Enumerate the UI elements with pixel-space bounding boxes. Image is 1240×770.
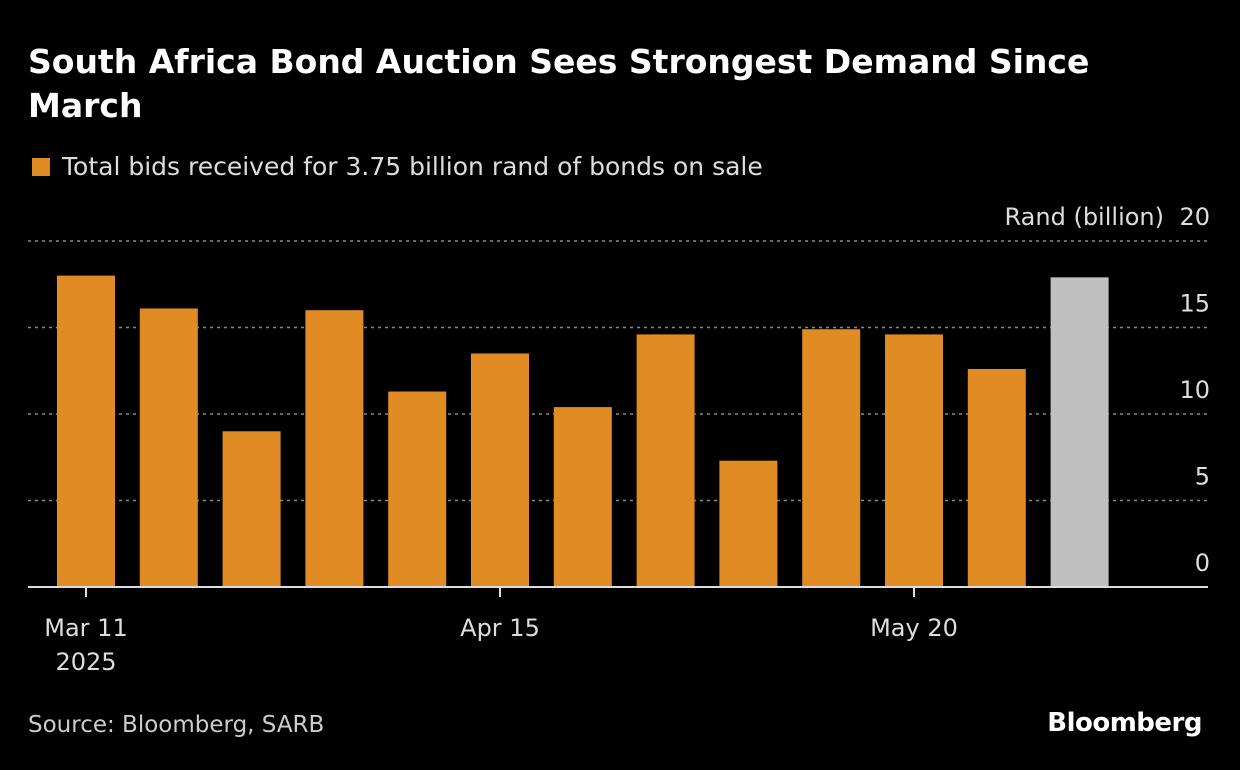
bar	[471, 353, 529, 587]
x-tick-sublabel: 2025	[55, 648, 116, 676]
bar	[553, 407, 612, 587]
bar	[57, 275, 115, 587]
x-tick-label: Mar 11	[44, 614, 127, 642]
bar	[719, 460, 778, 587]
bar	[222, 431, 281, 587]
y-tick-label: 5	[1195, 463, 1210, 491]
y-tick-label: 15	[1179, 290, 1210, 318]
x-tick-label: May 20	[870, 614, 958, 642]
bar	[967, 369, 1026, 587]
bar	[885, 334, 943, 587]
source-note: Source: Bloomberg, SARB	[28, 712, 325, 738]
bar	[636, 334, 695, 587]
legend-swatch	[32, 157, 50, 176]
bar	[139, 308, 198, 587]
legend: Total bids received for 3.75 billion ran…	[32, 152, 763, 181]
bar	[1050, 277, 1109, 587]
legend-label: Total bids received for 3.75 billion ran…	[62, 152, 763, 181]
bar	[388, 391, 447, 587]
bar	[802, 329, 861, 587]
x-tick-label: Apr 15	[460, 614, 540, 642]
chart-title: South Africa Bond Auction Sees Strongest…	[28, 42, 1090, 125]
y-tick-label: 20	[1179, 203, 1210, 231]
y-axis-label: Rand (billion)	[1005, 203, 1164, 231]
bloomberg-logo: Bloomberg	[1047, 708, 1202, 738]
y-tick-label: 10	[1179, 376, 1210, 404]
bar	[305, 310, 364, 587]
y-tick-label: 0	[1195, 549, 1210, 577]
